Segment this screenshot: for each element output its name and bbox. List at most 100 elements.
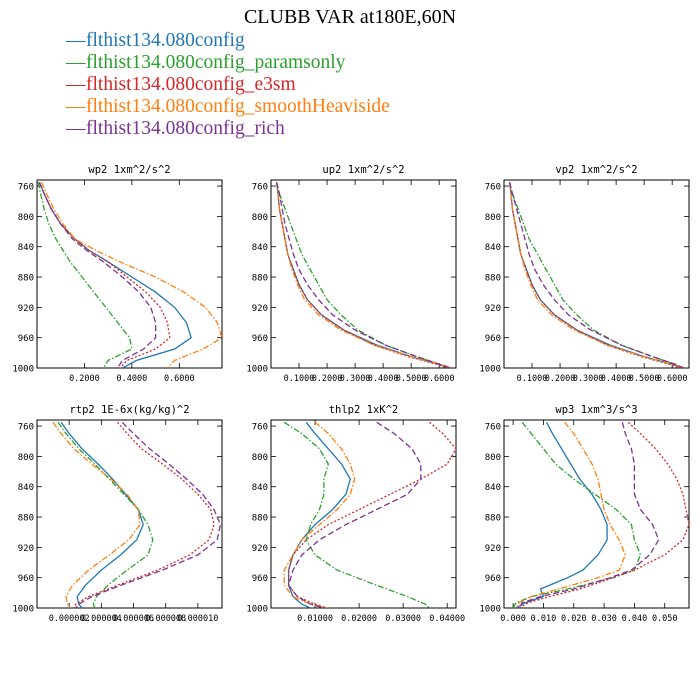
legend-item: —flthist134.080config_smoothHeaviside xyxy=(66,96,390,118)
x-tick-label: 0.000002 xyxy=(49,614,90,624)
y-tick-label: 800 xyxy=(485,453,501,463)
series-line xyxy=(38,182,171,368)
series-line xyxy=(52,421,141,608)
series-line xyxy=(275,182,454,368)
y-tick-label: 1000 xyxy=(12,365,34,375)
y-tick-label: 760 xyxy=(18,183,34,193)
y-tick-label: 1000 xyxy=(479,365,501,375)
chart-title: thlp2 1xK^2 xyxy=(329,404,399,416)
y-tick-label: 760 xyxy=(252,423,268,433)
y-tick-label: 920 xyxy=(252,544,268,554)
series-line xyxy=(60,421,144,608)
y-tick-label: 920 xyxy=(252,304,268,314)
y-tick-label: 800 xyxy=(252,213,268,223)
legend-swatch: — xyxy=(66,30,86,51)
figure-title: CLUBB VAR at180E,60N xyxy=(243,6,457,28)
y-tick-label: 760 xyxy=(18,423,34,433)
legend-swatch: — xyxy=(66,118,86,139)
y-tick-label: 840 xyxy=(485,483,501,493)
series-line xyxy=(515,421,627,608)
y-tick-label: 920 xyxy=(485,304,501,314)
series-line xyxy=(75,421,222,608)
y-tick-label: 960 xyxy=(252,334,268,344)
x-tick-label: 0.050 xyxy=(652,614,678,624)
series-line xyxy=(508,182,684,368)
legend-swatch: — xyxy=(66,74,86,95)
x-tick-label: 0.1000 xyxy=(284,374,315,384)
x-tick-label: 0.000 xyxy=(500,614,526,624)
series-line xyxy=(518,421,689,608)
plot-frame xyxy=(503,419,690,609)
y-tick-label: 840 xyxy=(252,243,268,253)
plot-frame xyxy=(36,179,223,369)
x-tick-label: 0.4000 xyxy=(368,374,399,384)
chart-title: vp2 1xm^2/s^2 xyxy=(555,164,637,176)
x-tick-label: 0.020 xyxy=(561,614,587,624)
chart-panel: rtp2 1E-6x(kg/kg)^2 760 800 840 880 920 960 100… xyxy=(12,404,223,624)
x-tick-label: 0.010 xyxy=(531,614,557,624)
series-line xyxy=(508,182,681,368)
legend-item: —flthist134.080config xyxy=(66,30,390,52)
x-tick-label: 0.5000 xyxy=(396,374,427,384)
y-tick-label: 1000 xyxy=(479,605,501,615)
y-tick-label: 920 xyxy=(18,544,34,554)
x-tick-label: 0.000008 xyxy=(145,614,186,624)
series-line xyxy=(515,421,608,608)
x-tick-label: 0.000004 xyxy=(81,614,122,624)
series-line xyxy=(283,421,356,608)
y-tick-label: 880 xyxy=(485,274,501,284)
x-tick-label: 0.6000 xyxy=(424,374,455,384)
y-tick-label: 960 xyxy=(485,334,501,344)
y-tick-label: 840 xyxy=(18,243,34,253)
chart-title: up2 1xm^2/s^2 xyxy=(322,164,404,176)
y-tick-label: 800 xyxy=(18,453,34,463)
x-tick-label: 0.2000 xyxy=(545,374,576,384)
y-tick-label: 760 xyxy=(485,183,501,193)
x-tick-label: 0.4000 xyxy=(117,374,148,384)
y-tick-label: 800 xyxy=(252,453,268,463)
x-tick-label: 0.3000 xyxy=(573,374,604,384)
chart-panel: wp3 1xm^3/s^3 760 800 840 880 920 960 10000.000… xyxy=(479,404,690,624)
y-tick-label: 760 xyxy=(252,183,268,193)
y-tick-label: 800 xyxy=(485,213,501,223)
y-tick-label: 1000 xyxy=(246,605,268,615)
y-tick-label: 880 xyxy=(18,274,34,284)
y-tick-label: 1000 xyxy=(246,365,268,375)
chart-title: rtp2 1E-6x(kg/kg)^2 xyxy=(69,404,189,416)
series-line xyxy=(275,182,448,368)
y-tick-label: 880 xyxy=(485,514,501,524)
y-tick-label: 880 xyxy=(252,514,268,524)
x-tick-label: 0.000006 xyxy=(113,614,154,624)
series-line xyxy=(508,182,687,368)
legend-label: flthist134.080config xyxy=(86,30,245,51)
series-line xyxy=(518,422,660,608)
y-tick-label: 880 xyxy=(18,514,34,524)
series-line xyxy=(512,421,642,608)
series-line xyxy=(37,182,133,368)
x-tick-label: 0.03000 xyxy=(385,614,421,624)
series-line xyxy=(287,421,352,608)
plot-frame xyxy=(270,419,457,609)
x-tick-label: 0.5000 xyxy=(629,374,660,384)
y-tick-label: 920 xyxy=(18,304,34,314)
x-tick-label: 0.04000 xyxy=(429,614,465,624)
x-tick-label: 0.4000 xyxy=(601,374,632,384)
chart-panel: up2 1xm^2/s^2 760 800 840 880 920 960 1000 0.100… xyxy=(246,164,457,384)
series-line xyxy=(38,182,192,368)
chart-title: wp2 1xm^2/s^2 xyxy=(88,164,170,176)
chart-title: wp3 1xm^3/s^3 xyxy=(555,404,637,416)
legend-label: flthist134.080config_smoothHeaviside xyxy=(86,96,390,117)
plot-frame xyxy=(503,179,690,369)
series-line xyxy=(41,182,222,368)
x-tick-label: 0.6000 xyxy=(164,374,195,384)
y-tick-label: 840 xyxy=(485,243,501,253)
legend-label: flthist134.080config_paramsonly xyxy=(86,52,346,73)
chart-panel: thlp2 1xK^2 760 800 840 880 920 960 1000 0.01000… xyxy=(246,404,465,624)
legend-item: —flthist134.080config_e3sm xyxy=(66,74,390,96)
y-tick-label: 880 xyxy=(252,274,268,284)
x-tick-label: 0.3000 xyxy=(340,374,371,384)
y-tick-label: 960 xyxy=(252,574,268,584)
series-line xyxy=(287,421,422,608)
series-line xyxy=(73,421,215,608)
